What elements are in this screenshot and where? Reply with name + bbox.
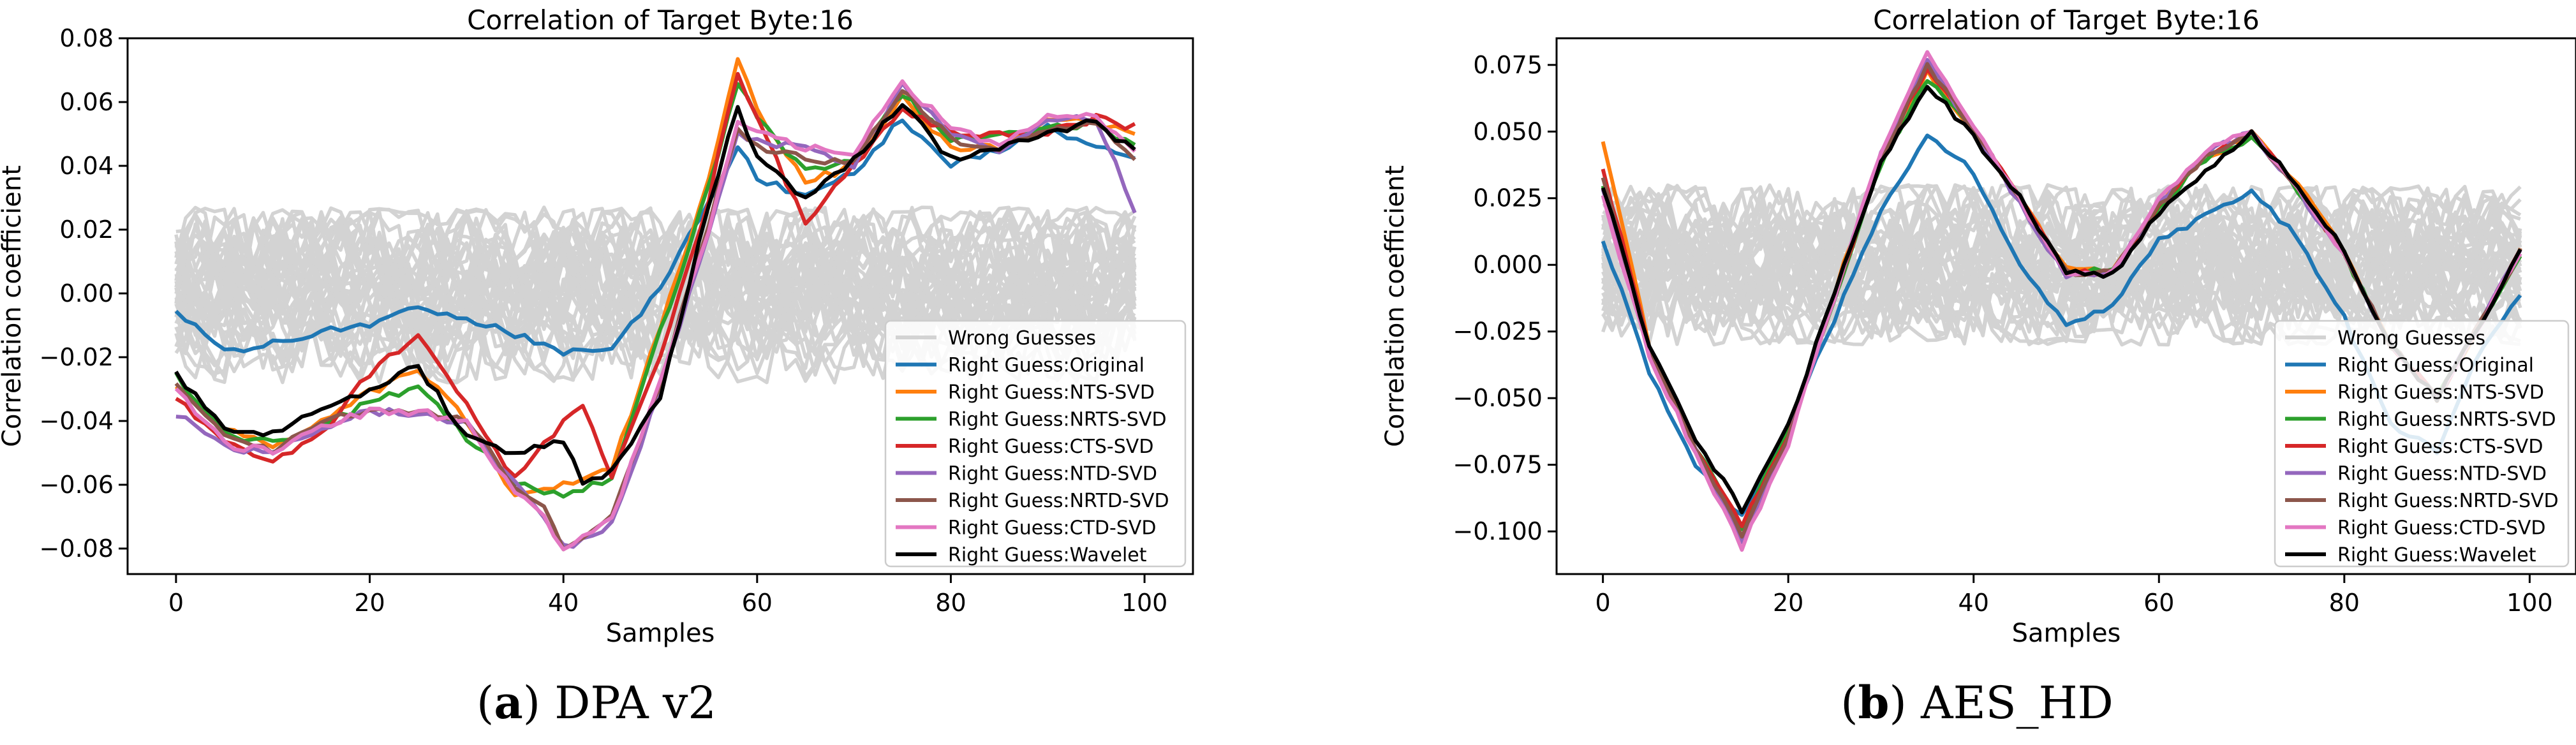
series-line-wavelet [174, 103, 1136, 486]
x-tick-label: 60 [742, 589, 773, 617]
plot-area [1601, 50, 2522, 552]
chart-panel-a: 0 20 40 60 80 100 −0.08 −0.06 −0.04 −0.02 0.00 0.02… [0, 4, 1194, 648]
y-tick-label: −0.02 [40, 343, 114, 371]
legend-label: Right Guess:CTD-SVD [948, 517, 1156, 540]
x-tick-label: 40 [1958, 589, 1989, 617]
wrong-guess-line [1601, 254, 2522, 347]
x-tick-label: 100 [1121, 589, 1168, 617]
legend: Wrong Guesses Right Guess:Original Right G… [884, 320, 1187, 568]
x-tick-label: 60 [2143, 589, 2174, 617]
caption-a: (a) DPA v2 [477, 676, 716, 729]
legend-label: Right Guess:Wavelet [2337, 544, 2536, 566]
legend-box [884, 320, 1187, 568]
y-tick-label: 0.025 [1473, 184, 1543, 212]
x-tick-label: 100 [2506, 589, 2553, 617]
x-tick-label: 80 [2329, 589, 2360, 617]
wrong-guess-line [1601, 183, 2521, 276]
y-tick-label: 0.000 [1473, 251, 1543, 279]
legend-label: Right Guess:Wavelet [948, 544, 1147, 566]
y-tick-label: −0.04 [40, 407, 114, 435]
chart-title: Correlation of Target Byte:16 [467, 4, 854, 36]
wrong-guess-line [1603, 219, 2522, 326]
y-tick-label: −0.075 [1453, 451, 1543, 479]
x-tick-label: 20 [354, 589, 385, 617]
series-line-ctd-svd [174, 79, 1137, 552]
legend-label: Right Guess:NRTD-SVD [948, 490, 1169, 512]
legend-label: Right Guess:NTD-SVD [2337, 463, 2547, 485]
wrong-guess-line [1601, 196, 2522, 300]
y-tick-label: −0.050 [1453, 384, 1543, 412]
wrong-guess-line [1601, 254, 2521, 347]
y-tick-label: 0.08 [59, 24, 114, 52]
x-tick-label: 0 [168, 589, 184, 617]
wrong-guess-line [1602, 199, 2521, 323]
y-tick-label: 0.050 [1473, 117, 1543, 145]
legend-label: Right Guess:CTS-SVD [2337, 436, 2543, 458]
legend-label: Right Guess:NRTD-SVD [2337, 490, 2559, 512]
legend-label: Wrong Guesses [2337, 327, 2485, 350]
x-tick-label: 20 [1773, 589, 1803, 617]
legend: Wrong Guesses Right Guess:Original Right G… [2274, 320, 2570, 568]
x-axis-label: Samples [2012, 619, 2121, 648]
legend-label: Wrong Guesses [948, 327, 1096, 350]
axes-frame [1555, 37, 2576, 575]
legend-label: Right Guess:NTD-SVD [948, 463, 1157, 485]
legend-label: Right Guess:NTS-SVD [948, 381, 1155, 404]
chart-panel-b: 0 20 40 60 80 100 −0.100 −0.075 −0.050 −0.025 0.00… [1381, 4, 2576, 648]
y-tick-label: 0.02 [59, 216, 114, 244]
y-axis-label: Correlation coefficient [0, 165, 27, 447]
series-line-wavelet [1601, 85, 2522, 515]
x-tick-label: 80 [935, 589, 966, 617]
axes-frame [126, 37, 1194, 575]
x-tick-label: 0 [1595, 589, 1611, 617]
legend-label: Right Guess:CTD-SVD [2337, 517, 2545, 540]
legend-label: Right Guess:NTS-SVD [2337, 381, 2544, 404]
y-tick-label: 0.075 [1473, 51, 1543, 79]
caption-b: (b) AES_HD [1840, 676, 2113, 729]
x-tick-label: 40 [548, 589, 579, 617]
y-tick-label: −0.06 [40, 471, 114, 499]
y-axis-label: Correlation coefficient [1381, 165, 1410, 447]
y-tick-label: −0.025 [1453, 318, 1543, 346]
legend-label: Right Guess:Original [2337, 355, 2534, 377]
series-line-original [174, 118, 1136, 357]
x-axis-label: Samples [606, 619, 715, 648]
legend-label: Right Guess:NRTS-SVD [948, 409, 1167, 431]
wrong-guess-line [174, 210, 1137, 307]
y-tick-label: 0.04 [59, 152, 114, 180]
legend-box [2274, 320, 2570, 568]
y-tick-label: −0.100 [1453, 517, 1543, 545]
legend-label: Right Guess:CTS-SVD [948, 436, 1153, 458]
y-tick-label: −0.08 [40, 535, 114, 563]
y-tick-label: 0.00 [59, 279, 114, 307]
legend-label: Right Guess:NRTS-SVD [2337, 409, 2556, 431]
legend-label: Right Guess:Original [948, 355, 1144, 377]
y-tick-label: 0.06 [59, 88, 114, 116]
chart-title: Correlation of Target Byte:16 [1873, 4, 2260, 36]
wrong-guess-line [174, 205, 1137, 307]
